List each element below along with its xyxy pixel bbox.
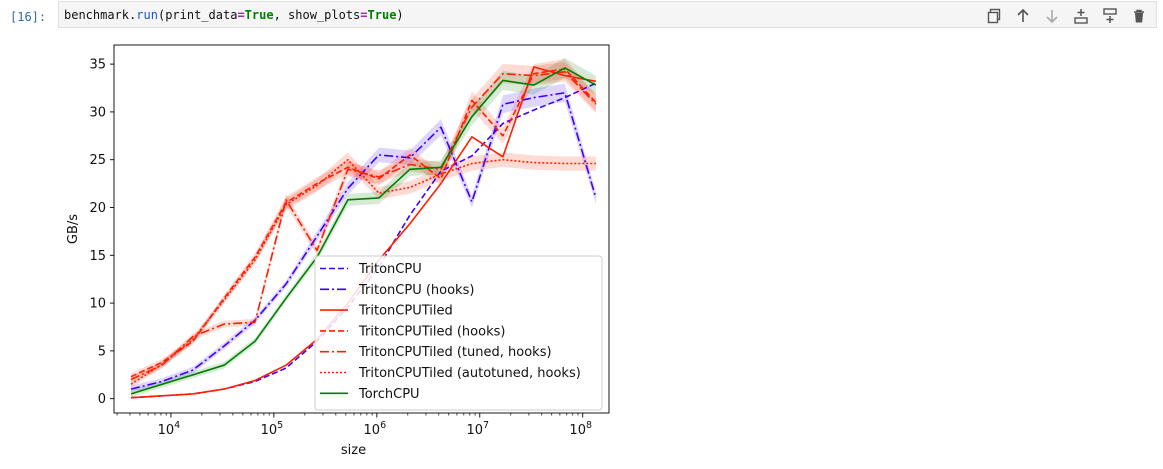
code-line[interactable]: benchmark.run(print_data=True, show_plot… [64,7,404,23]
insert-below-icon [1102,8,1117,23]
code-arg2-value: True [367,8,397,22]
x-tick-label: 105 [261,420,284,438]
chart-svg: 0 5 10 15 20 25 30 35 104 105 106 107 108 size GB/s Tri… [66,44,610,458]
benchmark-chart: 0 5 10 15 20 25 30 35 104 105 106 107 108 size GB/s Tri… [60,40,620,465]
y-tick-label: 10 [89,297,106,312]
code-method: run [136,8,158,22]
insert-cell-below-button[interactable] [1100,7,1119,26]
y-tick-label: 35 [89,58,106,73]
y-tick-label: 5 [98,344,106,359]
code-arg1-value: True [244,8,274,22]
legend-box [314,255,603,411]
code-arg2-name: show_plots [288,8,361,22]
x-tick-label: 106 [364,420,387,438]
code-close-paren: ) [396,8,404,22]
arrow-down-icon [1045,10,1058,24]
legend-label-0: TritonCPU [358,262,422,277]
legend-label-3: TritonCPUTiled (hooks) [358,324,505,339]
plot-frame [113,44,610,414]
series-line-1 [130,91,597,390]
series-line-5 [130,158,596,385]
y-tick-label: 25 [89,153,106,168]
x-tick-label: 104 [158,420,181,438]
y-tick-label: 15 [89,249,106,264]
legend-label-4: TritonCPUTiled (tuned, hooks) [358,345,552,360]
code-equals-2: = [360,8,368,22]
cell-toolbar [984,6,1148,26]
insert-cell-above-button[interactable] [1071,7,1090,26]
delete-icon [1133,9,1144,23]
y-tick-label: 0 [98,392,106,407]
x-tick-label: 108 [569,420,592,438]
series-line-6 [130,67,597,395]
code-open-paren: ( [157,8,166,22]
duplicate-cell-button[interactable] [984,7,1003,26]
move-cell-down-button[interactable] [1042,7,1061,26]
y-axis-label: GB/s [66,214,81,244]
code-cell-input[interactable]: benchmark.run(print_data=True, show_plot… [58,1,1157,28]
insert-above-icon [1073,9,1088,24]
delete-cell-button[interactable] [1129,7,1148,26]
legend: TritonCPU TritonCPU (hooks) TritonCPUTiled… [314,255,603,411]
code-comma: , [273,8,289,22]
move-cell-up-button[interactable] [1013,7,1032,26]
code-arg1-name: print_data [165,8,238,22]
x-axis-label: size [341,443,366,458]
copy-icon [987,8,1000,24]
legend-label-1: TritonCPU (hooks) [358,283,474,298]
series-line-4 [130,70,597,381]
cell-prompt: [16]: [10,10,47,24]
code-equals-1: = [237,8,245,22]
y-tick-label: 20 [89,201,106,216]
code-dot: . [129,8,137,22]
legend-label-5: TritonCPUTiled (autotuned, hooks) [358,366,581,381]
legend-label-2: TritonCPUTiled [358,304,453,319]
arrow-up-icon [1016,8,1029,22]
code-object: benchmark [64,8,130,22]
legend-label-6: TorchCPU [358,387,420,402]
x-tick-label: 107 [466,420,489,438]
y-tick-label: 30 [89,105,106,120]
